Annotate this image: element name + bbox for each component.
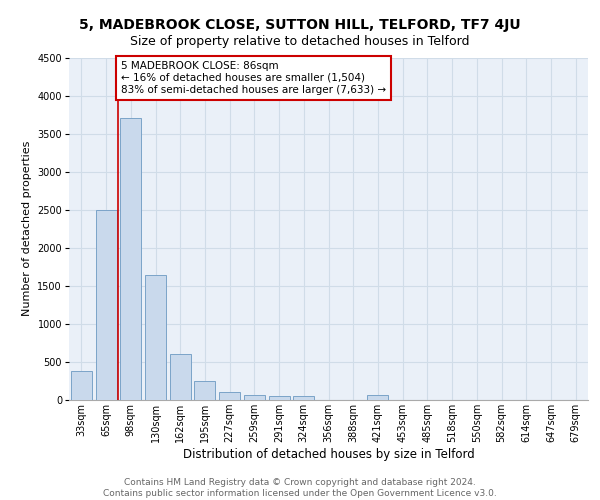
Text: 5, MADEBROOK CLOSE, SUTTON HILL, TELFORD, TF7 4JU: 5, MADEBROOK CLOSE, SUTTON HILL, TELFORD…: [79, 18, 521, 32]
Text: Size of property relative to detached houses in Telford: Size of property relative to detached ho…: [130, 35, 470, 48]
Bar: [95, 210, 116, 400]
Bar: [170, 354, 191, 400]
Bar: [194, 381, 215, 400]
X-axis label: Distribution of detached houses by size in Telford: Distribution of detached houses by size …: [182, 448, 475, 461]
Bar: [120, 118, 141, 400]
Bar: [145, 275, 166, 400]
Y-axis label: Number of detached properties: Number of detached properties: [22, 141, 32, 316]
Text: 5 MADEBROOK CLOSE: 86sqm
← 16% of detached houses are smaller (1,504)
83% of sem: 5 MADEBROOK CLOSE: 86sqm ← 16% of detach…: [121, 62, 386, 94]
Bar: [293, 396, 314, 400]
Text: Contains HM Land Registry data © Crown copyright and database right 2024.
Contai: Contains HM Land Registry data © Crown c…: [103, 478, 497, 498]
Bar: [71, 372, 92, 400]
Bar: [219, 392, 240, 400]
Bar: [244, 395, 265, 400]
Bar: [367, 395, 388, 400]
Bar: [269, 396, 290, 400]
